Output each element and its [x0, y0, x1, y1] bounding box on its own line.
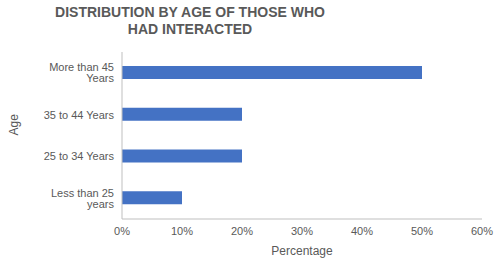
- svg-text:30%: 30%: [291, 225, 313, 237]
- svg-text:Less than 25years: Less than 25years: [51, 187, 114, 210]
- svg-text:10%: 10%: [171, 225, 193, 237]
- html-text:DISTRIBUTION BY AGE OF THOSE W: DISTRIBUTION BY AGE OF THOSE WHO HAD INT…: [55, 4, 325, 37]
- svg-text:25 to 34 Years: 25 to 34 Years: [44, 150, 115, 162]
- svg-text:40%: 40%: [351, 225, 373, 237]
- svg-text:0%: 0%: [114, 225, 130, 237]
- svg-text:20%: 20%: [231, 225, 253, 237]
- svg-text:Age: Age: [8, 114, 21, 136]
- svg-text:Percentage: Percentage: [271, 244, 333, 258]
- svg-text:60%: 60%: [471, 225, 492, 237]
- svg-text:50%: 50%: [411, 225, 433, 237]
- svg-text:35 to 44 Years: 35 to 44 Years: [44, 109, 115, 121]
- svg-text:More than 45Years: More than 45Years: [49, 61, 114, 84]
